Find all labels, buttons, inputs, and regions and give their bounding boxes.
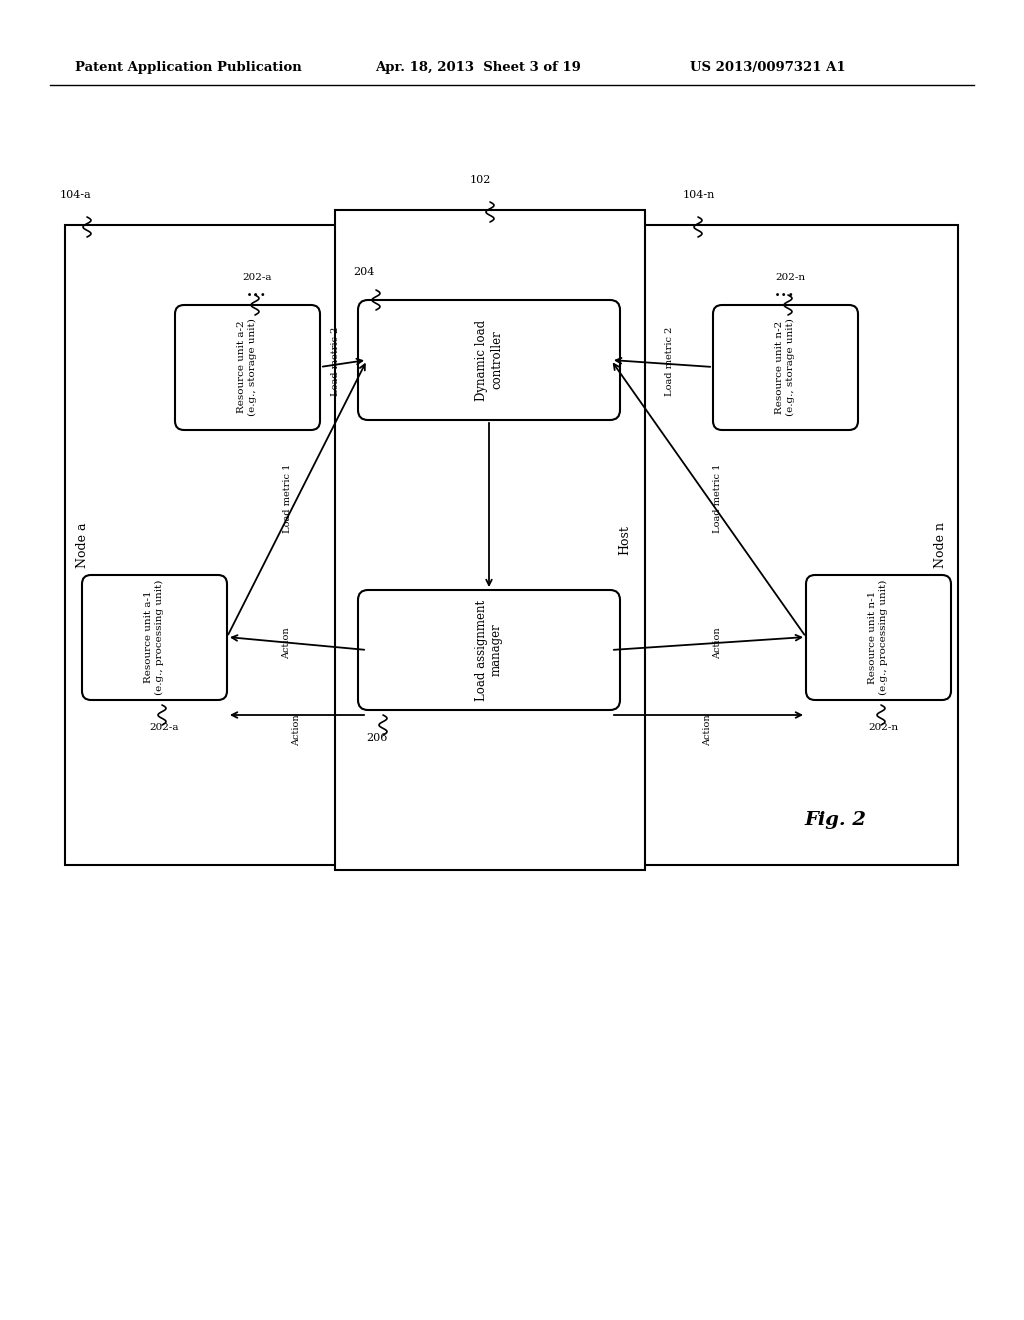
Text: Load metric 1: Load metric 1 <box>714 463 723 533</box>
Bar <box>335 210 645 870</box>
Bar <box>65 224 390 865</box>
Text: Apr. 18, 2013  Sheet 3 of 19: Apr. 18, 2013 Sheet 3 of 19 <box>375 62 581 74</box>
Text: Resource unit a-1
(e.g., processing unit): Resource unit a-1 (e.g., processing unit… <box>144 579 164 694</box>
Text: 202-a: 202-a <box>150 723 178 733</box>
Text: Action: Action <box>703 714 713 746</box>
Text: 202-n: 202-n <box>868 723 898 733</box>
FancyBboxPatch shape <box>358 300 620 420</box>
Text: Host: Host <box>618 525 632 554</box>
Text: Action: Action <box>283 627 292 659</box>
FancyBboxPatch shape <box>82 576 227 700</box>
Text: Resource unit n-1
(e.g., processing unit): Resource unit n-1 (e.g., processing unit… <box>868 579 888 694</box>
Text: Load metric 1: Load metric 1 <box>283 463 292 533</box>
Text: 202-n: 202-n <box>775 272 805 281</box>
Text: 202-a: 202-a <box>242 272 271 281</box>
FancyBboxPatch shape <box>175 305 319 430</box>
Text: 102: 102 <box>470 176 492 185</box>
Text: Patent Application Publication: Patent Application Publication <box>75 62 302 74</box>
Text: ...: ... <box>774 279 796 301</box>
Text: Load assignment
manager: Load assignment manager <box>475 599 503 701</box>
FancyBboxPatch shape <box>806 576 951 700</box>
FancyBboxPatch shape <box>713 305 858 430</box>
Bar <box>633 224 958 865</box>
FancyBboxPatch shape <box>358 590 620 710</box>
Text: US 2013/0097321 A1: US 2013/0097321 A1 <box>690 62 846 74</box>
Text: Dynamic load
controller: Dynamic load controller <box>475 319 503 400</box>
Text: 204: 204 <box>353 267 375 277</box>
Text: Action: Action <box>714 627 723 659</box>
Text: Resource unit a-2
(e.g., storage unit): Resource unit a-2 (e.g., storage unit) <box>238 318 257 416</box>
Text: 104-n: 104-n <box>683 190 716 201</box>
Text: Load metric 2: Load metric 2 <box>331 326 340 396</box>
Text: Load metric 2: Load metric 2 <box>666 326 675 396</box>
Text: Node n: Node n <box>935 521 947 568</box>
Text: ...: ... <box>247 279 267 301</box>
Text: Fig. 2: Fig. 2 <box>804 810 866 829</box>
Text: Resource unit n-2
(e.g., storage unit): Resource unit n-2 (e.g., storage unit) <box>775 318 795 416</box>
Text: Node a: Node a <box>76 523 88 568</box>
Text: 104-a: 104-a <box>60 190 92 201</box>
Text: Action: Action <box>293 714 301 746</box>
Text: 206: 206 <box>366 733 387 743</box>
